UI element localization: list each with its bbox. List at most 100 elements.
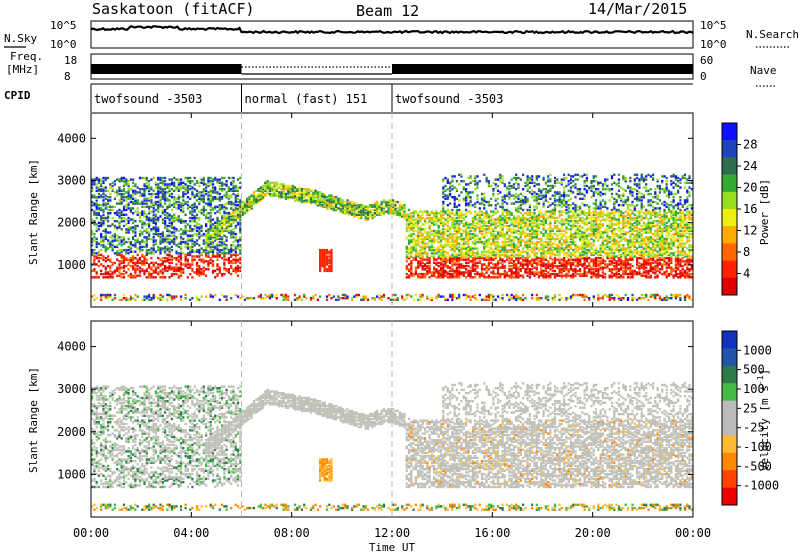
power-cell (417, 228, 420, 231)
power-cell (449, 244, 452, 247)
power-cell (362, 297, 365, 300)
power-cell (478, 226, 481, 229)
power-cell (528, 176, 531, 180)
power-cell (531, 212, 534, 215)
power-cell (453, 196, 456, 199)
power-cell (417, 212, 420, 215)
power-cell (170, 204, 173, 207)
power-cell (355, 204, 358, 207)
power-cell (480, 213, 484, 216)
power-cell (480, 252, 484, 255)
power-cell (490, 224, 493, 228)
power-cell (528, 181, 531, 184)
power-cell (323, 256, 326, 260)
power-cell (478, 237, 481, 241)
power-cell (544, 220, 547, 223)
power-cell (95, 252, 98, 255)
power-cell (159, 252, 162, 255)
power-cell (211, 186, 215, 189)
power-cell (542, 194, 545, 197)
power-cell (533, 255, 536, 258)
power-cell (437, 247, 440, 250)
power-cell (414, 240, 417, 244)
power-cell (467, 194, 470, 197)
power-cell (234, 252, 237, 255)
power-cell (152, 244, 155, 247)
power-cell (225, 180, 228, 183)
power-cell (417, 242, 420, 245)
power-cell (451, 180, 454, 183)
power-cell (412, 210, 415, 213)
power-cell (207, 263, 210, 266)
power-cell (442, 276, 445, 279)
power-cell (138, 194, 142, 197)
power-cell (168, 237, 171, 241)
power-cell (444, 242, 447, 245)
power-cell (186, 253, 189, 257)
power-cell (490, 252, 493, 255)
power-cell (209, 228, 212, 231)
power-cell (376, 207, 379, 210)
power-cell (433, 274, 436, 277)
power-cell (211, 229, 215, 233)
power-cell (166, 184, 169, 188)
power-cell (485, 176, 488, 180)
power-cell (558, 268, 561, 271)
power-cell (161, 212, 164, 215)
power-cell (227, 212, 230, 215)
power-cell (444, 298, 447, 301)
power-cell (227, 224, 230, 228)
power-cell (168, 250, 171, 253)
power-cell (494, 264, 497, 268)
power-cell (503, 220, 506, 223)
power-cell (145, 239, 148, 242)
power-cell (252, 200, 256, 204)
power-cell (202, 183, 205, 186)
power-cell (150, 205, 153, 208)
power-cell (280, 191, 283, 194)
power-cell (549, 189, 552, 192)
power-cell (236, 204, 240, 207)
power-cell (453, 228, 456, 231)
power-cell (544, 199, 547, 202)
power-cell (417, 274, 420, 277)
power-cell (439, 223, 443, 226)
power-cell (271, 189, 274, 192)
power-cell (166, 197, 169, 200)
power-cell (159, 264, 162, 268)
power-cell (157, 234, 160, 237)
power-cell (458, 204, 461, 207)
power-cell (517, 266, 520, 269)
power-cell (469, 191, 472, 194)
power-cell (152, 248, 155, 252)
power-cell (419, 260, 422, 263)
power-cell (526, 266, 529, 269)
power-cell (558, 215, 561, 218)
power-cell (209, 250, 212, 253)
power-cell (259, 192, 262, 196)
power-cell (109, 244, 112, 247)
power-cell (408, 208, 411, 212)
power-cell (492, 272, 495, 276)
power-cell (501, 228, 504, 231)
power-cell (503, 184, 506, 188)
power-cell (540, 258, 543, 261)
power-cell (330, 263, 333, 266)
power-cell (417, 260, 420, 263)
power-cell (184, 188, 187, 191)
power-cell (542, 255, 545, 258)
power-cell (93, 220, 96, 223)
power-cell (423, 231, 427, 234)
power-cell (403, 213, 406, 216)
power-cell (433, 237, 436, 241)
power-cell (125, 213, 128, 216)
power-cell (426, 272, 429, 276)
power-cell (478, 239, 481, 242)
power-cell (501, 260, 504, 263)
power-cell (120, 272, 123, 276)
power-cell (319, 199, 322, 202)
power-cell (152, 276, 155, 279)
power-cell (104, 228, 107, 231)
power-cell (184, 231, 187, 234)
power-cell (273, 183, 276, 186)
